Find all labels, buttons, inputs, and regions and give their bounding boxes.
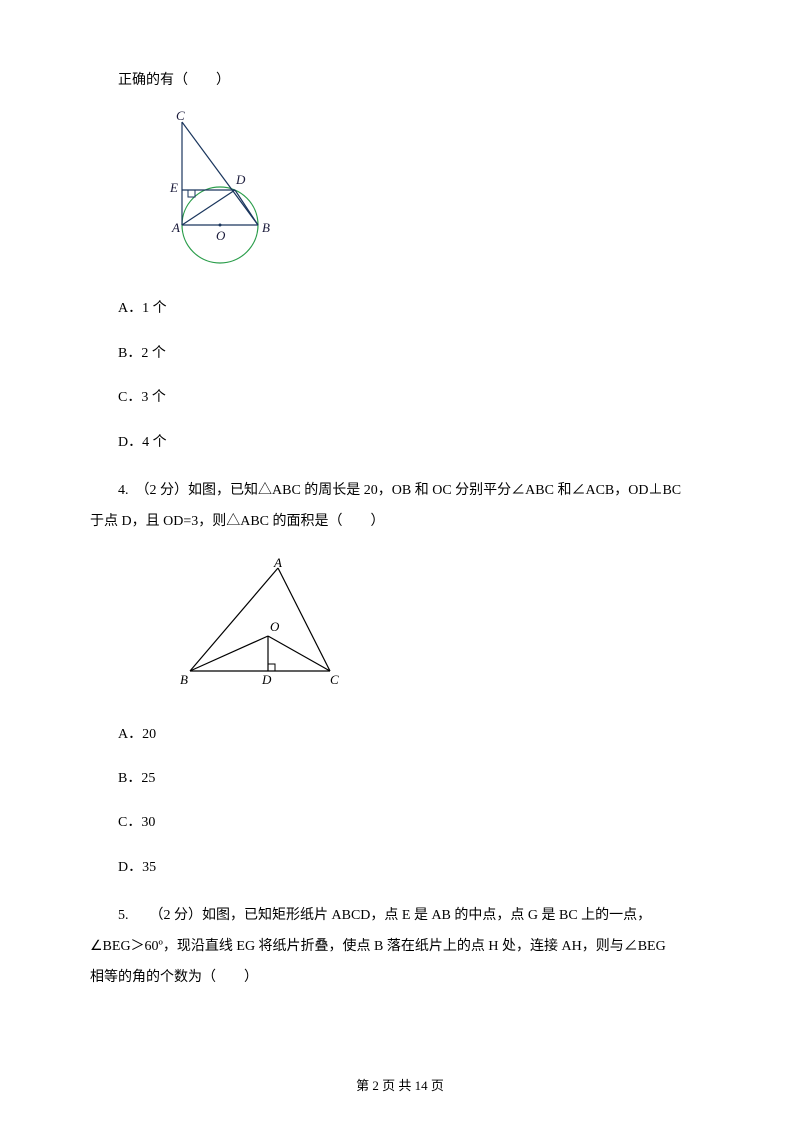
label-E: E: [169, 180, 178, 195]
q4-diagram: A B C D O: [170, 556, 710, 696]
q4-label-O: O: [270, 619, 280, 634]
label-D: D: [235, 172, 246, 187]
q3-option-a: A．1 个: [90, 298, 710, 320]
q3-diagram: A B C D E O: [150, 110, 710, 270]
q4-text: 4. （2 分）如图，已知△ABC 的周长是 20，OB 和 OC 分别平分∠A…: [90, 476, 710, 507]
q4-label-B: B: [180, 672, 188, 687]
page-footer: 第 2 页 共 14 页: [0, 1076, 800, 1097]
q5-text-line3: 相等的角的个数为（ ）: [90, 963, 710, 994]
label-C: C: [176, 110, 185, 123]
q3-option-b: B．2 个: [90, 343, 710, 365]
q4-option-d: D．35: [90, 857, 710, 879]
label-O: O: [216, 228, 226, 243]
q4-label-A: A: [273, 556, 282, 570]
question-fragment-top: 正确的有（ ）: [90, 70, 710, 92]
q4-option-a: A．20: [90, 724, 710, 746]
q3-option-d: D．4 个: [90, 432, 710, 454]
q4-label-D: D: [261, 672, 272, 687]
label-A: A: [171, 220, 180, 235]
q4-option-c: C．30: [90, 812, 710, 834]
q4-text-line1: 4. （2 分）如图，已知△ABC 的周长是 20，OB 和 OC 分别平分∠A…: [118, 483, 681, 498]
q5-text-line2: ∠BEG＞60º，现沿直线 EG 将纸片折叠，使点 B 落在纸片上的点 H 处，…: [90, 932, 710, 963]
q5-text-line1: 5. （2 分）如图，已知矩形纸片 ABCD，点 E 是 AB 的中点，点 G …: [90, 901, 710, 932]
q4-option-b: B．25: [90, 768, 710, 790]
q3-option-c: C．3 个: [90, 387, 710, 409]
q4-label-C: C: [330, 672, 339, 687]
q4-text-line2: 于点 D，且 OD=3，则△ABC 的面积是（ ）: [90, 507, 710, 538]
label-B: B: [262, 220, 270, 235]
